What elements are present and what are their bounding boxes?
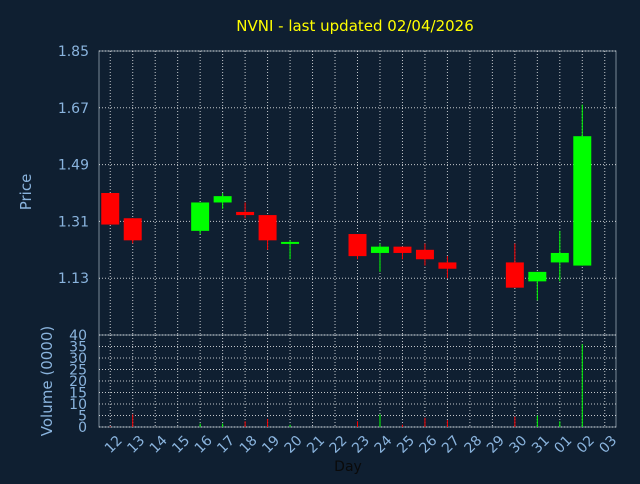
volume-axis-label: Volume (0000) xyxy=(38,326,56,436)
day-tick-label: 16 xyxy=(192,433,216,457)
price-tick-labels: 1.85 1.67 1.49 1.31 1.13 xyxy=(58,44,89,287)
day-tick-label: 13 xyxy=(124,433,148,457)
day-tick-label: 03 xyxy=(596,433,620,457)
day-tick-label: 02 xyxy=(574,433,598,457)
day-tick-label: 19 xyxy=(259,433,283,457)
day-tick-labels: 1213141516171819202122232425262728293031… xyxy=(102,433,620,457)
volume-grid xyxy=(98,334,617,428)
day-tick-label: 24 xyxy=(372,433,396,457)
candle-body xyxy=(258,215,277,241)
day-tick-label: 20 xyxy=(282,433,306,457)
day-tick-label: 28 xyxy=(462,433,486,457)
price-tick-label: 1.85 xyxy=(58,44,89,60)
day-tick-label: 14 xyxy=(147,433,171,457)
candle-body xyxy=(438,262,457,269)
volume-tick-label: 35 xyxy=(69,340,87,356)
day-tick-label: 25 xyxy=(394,433,418,457)
candle-body xyxy=(370,246,389,253)
candle-body xyxy=(281,241,300,244)
day-tick-label: 27 xyxy=(439,433,463,457)
day-tick-label: 22 xyxy=(327,433,351,457)
volume-tick-label: 0 xyxy=(78,420,87,436)
candle-body xyxy=(415,249,434,260)
day-tick-label: 12 xyxy=(102,433,126,457)
volume-tick-label: 20 xyxy=(69,374,87,390)
volume-tick-label: 30 xyxy=(69,351,87,367)
volume-bars xyxy=(109,344,583,427)
price-tick-label: 1.13 xyxy=(58,271,89,287)
day-tick-label: 18 xyxy=(237,433,261,457)
price-tick-label: 1.67 xyxy=(58,101,89,117)
volume-tick-label: 15 xyxy=(69,386,87,402)
day-tick-label: 17 xyxy=(214,433,238,457)
day-tick-label: 01 xyxy=(551,433,575,457)
candle-body xyxy=(348,234,367,257)
volume-tick-label: 25 xyxy=(69,363,87,379)
candle-body xyxy=(505,262,524,288)
candle-body xyxy=(528,271,547,282)
day-tick-label: 30 xyxy=(506,433,530,457)
day-axis-label: Day xyxy=(334,459,362,475)
candle-body xyxy=(573,136,592,266)
day-tick-label: 21 xyxy=(304,433,328,457)
volume-tick-label: 10 xyxy=(69,397,87,413)
day-tick-label: 23 xyxy=(349,433,373,457)
price-axis-label: Price xyxy=(17,174,35,211)
chart-title: NVNI - last updated 02/04/2026 xyxy=(236,17,474,35)
day-tick-label: 26 xyxy=(417,433,441,457)
candle-body xyxy=(191,202,210,231)
volume-tick-label: 40 xyxy=(69,328,87,344)
candle-body xyxy=(236,211,255,216)
candle-body xyxy=(550,252,569,263)
candle-body xyxy=(101,193,120,225)
price-grid xyxy=(98,50,617,336)
price-tick-label: 1.31 xyxy=(58,214,89,230)
candle-body xyxy=(123,218,142,241)
day-tick-label: 29 xyxy=(484,433,508,457)
day-tick-label: 15 xyxy=(169,433,193,457)
day-tick-label: 31 xyxy=(529,433,553,457)
candles xyxy=(101,104,592,301)
volume-tick-label: 5 xyxy=(78,409,87,425)
price-tick-label: 1.49 xyxy=(58,158,89,174)
candle-body xyxy=(393,246,412,253)
candle-body xyxy=(213,196,232,203)
